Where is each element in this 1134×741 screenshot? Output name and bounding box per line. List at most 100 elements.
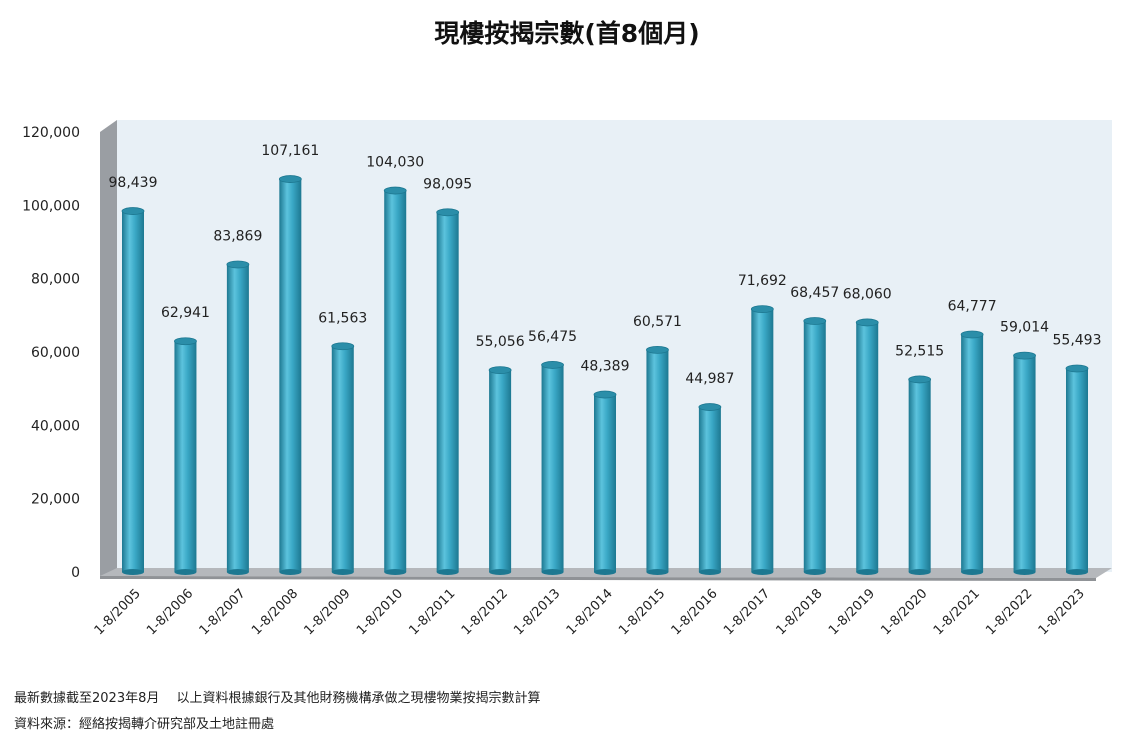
bar bbox=[384, 190, 407, 572]
plot-side-wall bbox=[100, 120, 117, 576]
bar bbox=[908, 379, 931, 572]
x-tick-label: 1-8/2017 bbox=[721, 586, 773, 638]
bar-base bbox=[226, 569, 249, 575]
bar-base bbox=[751, 569, 774, 575]
x-tick-label: 1-8/2005 bbox=[92, 586, 144, 638]
data-label: 98,095 bbox=[423, 176, 472, 192]
y-tick-label: 120,000 bbox=[22, 125, 80, 141]
x-tick-label: 1-8/2020 bbox=[878, 586, 930, 638]
data-label: 59,014 bbox=[1000, 320, 1049, 336]
data-label: 60,571 bbox=[633, 314, 682, 330]
bar-top bbox=[750, 305, 774, 314]
x-tick-label: 1-8/2022 bbox=[983, 586, 1035, 638]
bar bbox=[489, 370, 512, 572]
y-tick-label: 0 bbox=[71, 565, 80, 581]
data-label: 104,030 bbox=[366, 155, 424, 171]
x-tick-label: 1-8/2011 bbox=[406, 586, 458, 638]
bar bbox=[856, 322, 879, 572]
x-tick-label: 1-8/2016 bbox=[669, 586, 721, 638]
data-label: 56,475 bbox=[528, 329, 577, 345]
bar-base bbox=[646, 569, 669, 575]
bar-base bbox=[384, 569, 407, 575]
x-tick-label: 1-8/2006 bbox=[144, 586, 196, 638]
bar bbox=[436, 212, 459, 572]
bar bbox=[226, 264, 249, 572]
bar bbox=[646, 349, 669, 572]
footer-source: 資料來源：經絡按揭轉介研究部及土地註冊處 bbox=[14, 717, 275, 732]
chart-title: 現樓按揭宗數(首8個月) bbox=[434, 19, 700, 48]
x-tick-label: 1-8/2013 bbox=[511, 586, 563, 638]
bar-base bbox=[1013, 569, 1036, 575]
footer-note: 最新數據截至2023年8月 以上資料根據銀行及其他財務機構承做之現樓物業按揭宗數… bbox=[14, 691, 541, 706]
bar-top bbox=[331, 342, 355, 351]
bar bbox=[279, 179, 302, 572]
bar bbox=[698, 407, 721, 572]
bar-top bbox=[593, 390, 617, 399]
y-tick-label: 80,000 bbox=[31, 272, 80, 288]
x-tick-label: 1-8/2008 bbox=[249, 586, 301, 638]
bar-top bbox=[383, 186, 407, 195]
x-tick-label: 1-8/2018 bbox=[773, 586, 825, 638]
bar-base bbox=[436, 569, 459, 575]
bar-top bbox=[278, 175, 302, 183]
data-label: 68,457 bbox=[790, 285, 839, 301]
bar-top bbox=[960, 330, 984, 339]
bar-base bbox=[174, 569, 197, 575]
bar bbox=[122, 211, 144, 572]
x-tick-label: 1-8/2010 bbox=[354, 586, 406, 638]
bar-top bbox=[646, 346, 669, 354]
bar bbox=[594, 394, 616, 572]
bar-top bbox=[226, 260, 250, 269]
data-label: 52,515 bbox=[895, 343, 944, 359]
data-label: 55,056 bbox=[476, 334, 525, 350]
bar-top bbox=[1013, 351, 1036, 360]
data-label: 68,060 bbox=[843, 286, 892, 302]
bar-base bbox=[856, 569, 879, 575]
x-tick-label: 1-8/2015 bbox=[616, 586, 668, 638]
y-tick-label: 20,000 bbox=[31, 492, 80, 508]
bar bbox=[1066, 368, 1088, 572]
x-tick-label: 1-8/2007 bbox=[197, 586, 249, 638]
bar-base bbox=[279, 569, 302, 575]
bar bbox=[541, 364, 564, 572]
bar-top bbox=[1065, 364, 1089, 373]
bar-top bbox=[436, 208, 460, 217]
bar bbox=[174, 341, 197, 572]
data-label: 98,439 bbox=[109, 175, 158, 191]
bar-chart: 0 20,000 40,000 60,000 80,000 100,000 120,000 9… bbox=[22, 120, 1112, 638]
bar-base bbox=[908, 569, 931, 575]
y-tick-label: 40,000 bbox=[31, 418, 80, 434]
bar-base bbox=[331, 569, 354, 575]
bar-base bbox=[961, 569, 984, 575]
y-tick-label: 60,000 bbox=[31, 345, 80, 361]
data-label: 107,161 bbox=[261, 143, 319, 159]
data-label: 64,777 bbox=[948, 298, 997, 314]
bar-top bbox=[121, 207, 145, 215]
data-label: 48,389 bbox=[581, 359, 630, 375]
bar-top bbox=[908, 375, 932, 384]
data-label: 61,563 bbox=[318, 310, 367, 326]
bar-top bbox=[855, 318, 879, 327]
bar bbox=[1013, 355, 1036, 572]
bar-base bbox=[1066, 569, 1088, 575]
bar bbox=[331, 346, 354, 572]
data-label: 44,987 bbox=[685, 371, 734, 387]
x-tick-label: 1-8/2023 bbox=[1036, 586, 1088, 638]
x-tick-label: 1-8/2012 bbox=[459, 586, 511, 638]
data-label: 83,869 bbox=[213, 228, 262, 244]
data-label: 55,493 bbox=[1053, 333, 1102, 349]
bar-base bbox=[698, 569, 721, 575]
bar-base bbox=[489, 569, 512, 575]
data-label: 62,941 bbox=[161, 305, 210, 321]
x-tick-label: 1-8/2021 bbox=[931, 586, 983, 638]
bar bbox=[751, 309, 774, 572]
y-tick-label: 100,000 bbox=[22, 198, 80, 214]
x-tick-label: 1-8/2014 bbox=[564, 586, 616, 638]
bar-top bbox=[488, 366, 512, 375]
bar bbox=[961, 334, 984, 572]
bar-base bbox=[541, 569, 564, 575]
bar-top bbox=[174, 337, 197, 346]
bar-top bbox=[803, 317, 827, 325]
bar-base bbox=[803, 569, 826, 575]
